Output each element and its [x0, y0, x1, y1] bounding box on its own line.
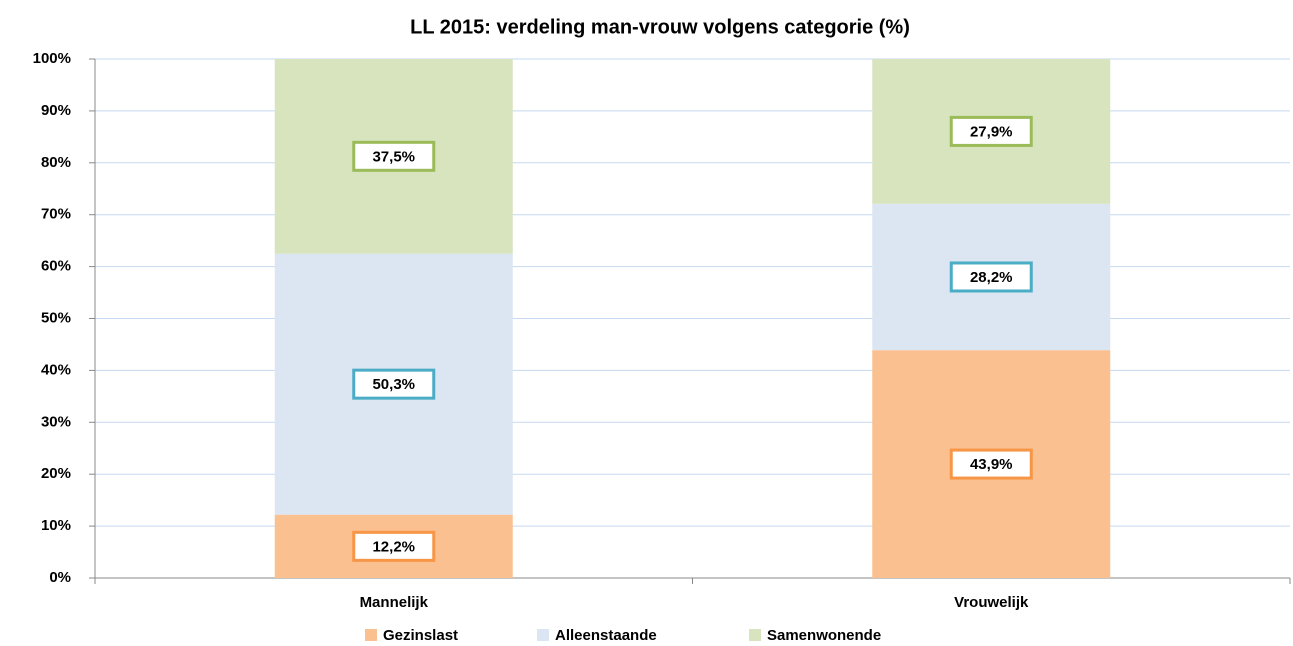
data-label: 37,5% [372, 148, 415, 165]
data-label-box [352, 140, 436, 172]
legend-swatch [749, 629, 761, 641]
y-tick-label: 70% [41, 206, 71, 223]
y-tick-label: 40% [41, 361, 71, 378]
y-tick-label: 20% [41, 465, 71, 482]
data-label: 12,2% [372, 538, 415, 555]
data-label-box [949, 115, 1033, 147]
x-tick-label: Vrouwelijk [954, 594, 1029, 611]
data-label-box [352, 530, 436, 562]
y-tick-label: 90% [41, 102, 71, 119]
data-label-box [352, 368, 436, 400]
y-tick-label: 50% [41, 309, 71, 326]
data-label-box [949, 448, 1033, 480]
legend-label: Gezinslast [383, 627, 458, 644]
legend-label: Samenwonende [767, 627, 881, 644]
x-tick-label: Mannelijk [360, 594, 429, 611]
y-tick-label: 10% [41, 517, 71, 534]
data-label: 50,3% [372, 376, 415, 393]
chart-title: LL 2015: verdeling man-vrouw volgens cat… [410, 16, 910, 38]
data-label: 27,9% [970, 123, 1013, 140]
data-label-box [949, 261, 1033, 293]
data-label: 43,9% [970, 456, 1013, 473]
legend-swatch [365, 629, 377, 641]
legend-label: Alleenstaande [555, 627, 657, 644]
legend-swatch [537, 629, 549, 641]
y-tick-label: 0% [49, 569, 71, 586]
data-label: 28,2% [970, 269, 1013, 286]
y-tick-label: 60% [41, 258, 71, 275]
y-tick-label: 100% [33, 50, 71, 67]
y-tick-label: 80% [41, 154, 71, 171]
y-tick-label: 30% [41, 413, 71, 430]
